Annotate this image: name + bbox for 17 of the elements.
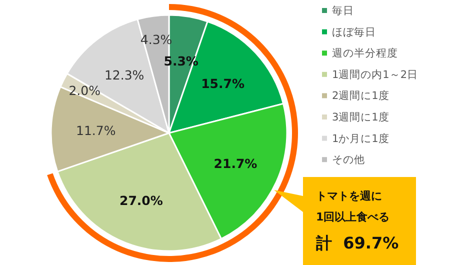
legend-label: 週の半分程度 bbox=[332, 46, 398, 60]
data-label: 15.7% bbox=[201, 76, 245, 91]
text: 1回以上食べる bbox=[316, 210, 390, 224]
legend-label: その他 bbox=[332, 154, 365, 166]
legend-label: 1週間の内1～2日 bbox=[332, 68, 418, 81]
legend-label: 毎日 bbox=[332, 5, 354, 17]
text: 計 69.7% bbox=[315, 234, 399, 252]
data-label: 27.0% bbox=[120, 193, 164, 208]
text: トマトを週に bbox=[316, 190, 382, 202]
data-label: 12.3% bbox=[104, 68, 144, 83]
data-label: 2.0% bbox=[68, 83, 101, 98]
legend-label: 2週間に1度 bbox=[332, 89, 390, 102]
legend-label: 3週間に1度 bbox=[332, 110, 390, 124]
legend-label: 1か月に1度 bbox=[332, 132, 390, 145]
data-label: 11.7% bbox=[76, 122, 116, 138]
data-label: 21.7% bbox=[214, 156, 258, 172]
legend-label: ほぼ毎日 bbox=[332, 26, 376, 38]
